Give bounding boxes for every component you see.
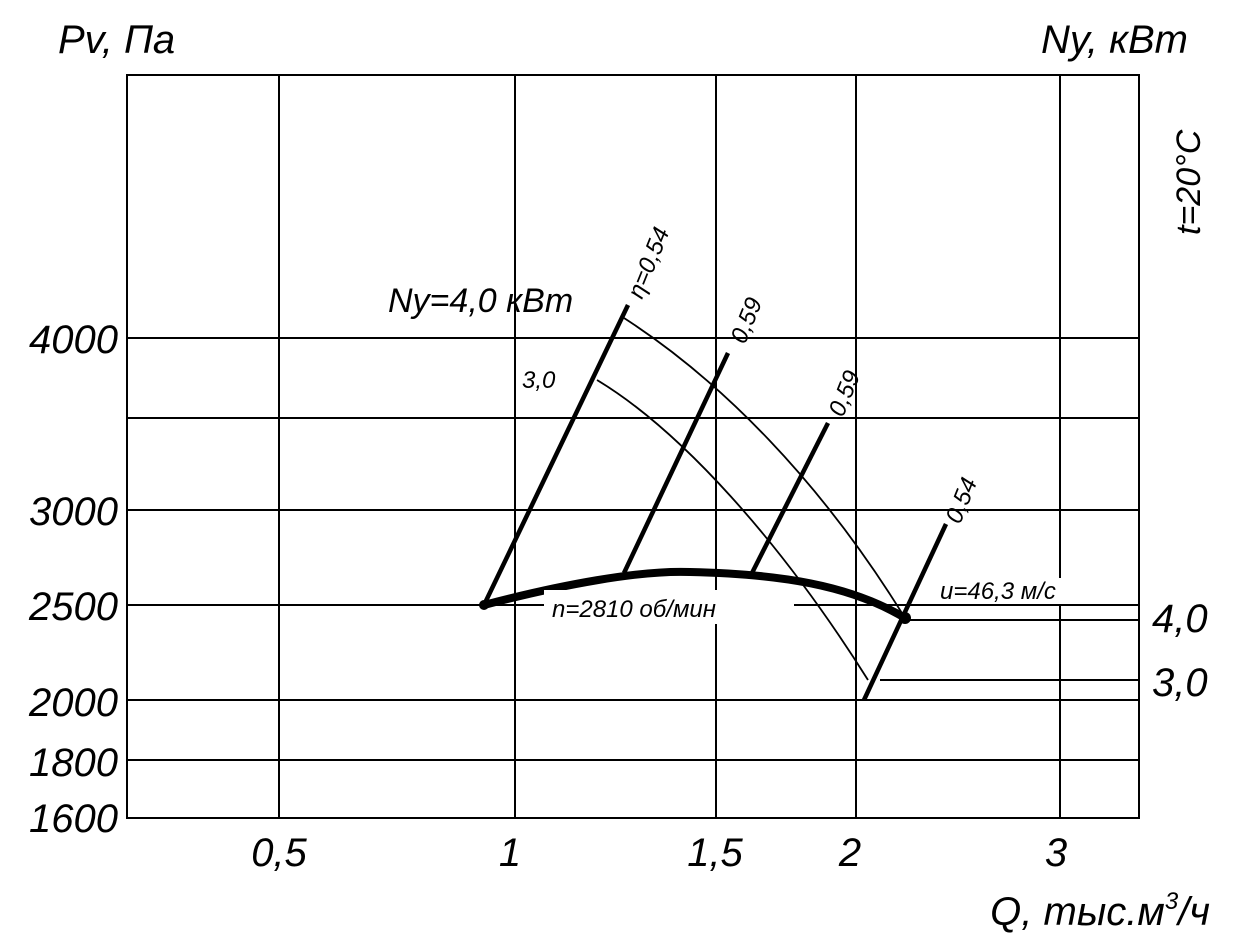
efficiency-ray-0-59-left <box>621 352 731 574</box>
pressure-curve-end-point <box>899 612 911 624</box>
y-tick-4000: 4000 <box>29 318 118 362</box>
y-tick-1800: 1800 <box>29 741 118 785</box>
x-tick-0-5: 0,5 <box>251 831 307 875</box>
x-axis-title-suffix: /ч <box>1175 890 1210 934</box>
x-tick-1-5: 1,5 <box>687 831 743 875</box>
x-tick-2: 2 <box>838 831 861 875</box>
x-tick-3: 3 <box>1045 831 1067 875</box>
power-curve-label-3-0: 3,0 <box>522 367 556 394</box>
y-tick-1600: 1600 <box>29 797 118 841</box>
power-curve-label-4-0: Ny=4,0 кВт <box>388 282 573 320</box>
plot-grid <box>126 74 1140 819</box>
y-axis-right-title: Ny, кВт <box>1041 18 1188 62</box>
x-axis-title-prefix: Q, тыс.м <box>990 890 1165 934</box>
velocity-label: u=46,3 м/с <box>940 578 1056 605</box>
y-right-tick-3-0: 3,0 <box>1152 661 1208 705</box>
x-axis-title: Q, тыс.м3/ч <box>990 888 1210 934</box>
power-curve-3-0 <box>596 379 869 681</box>
temperature-note: t=20°C <box>1170 129 1208 235</box>
velocity-label-background <box>938 578 1118 604</box>
y-tick-2000: 2000 <box>28 681 118 725</box>
pressure-curve-label: n=2810 об/мин <box>552 596 716 623</box>
y-right-tick-4-0: 4,0 <box>1152 597 1208 641</box>
y-tick-3000: 3000 <box>29 490 118 534</box>
x-tick-1: 1 <box>499 831 521 875</box>
efficiency-label-0-54-left: η=0,54 <box>623 223 676 302</box>
pressure-curve-n2810 <box>480 567 909 622</box>
pressure-curve-start-point <box>479 600 489 610</box>
efficiency-ray-0-54-left <box>481 304 631 606</box>
efficiency-label-0-59-left: 0,59 <box>726 294 769 347</box>
efficiency-label-0-54-right: 0,54 <box>941 474 984 527</box>
power-curve-4-0 <box>623 317 906 619</box>
y-tick-2500: 2500 <box>28 585 118 629</box>
efficiency-label-0-59-right: 0,59 <box>824 367 867 420</box>
y-axis-left-title: Pv, Па <box>58 18 175 62</box>
x-axis-title-sup: 3 <box>1165 888 1179 915</box>
plot-frame <box>126 74 1140 819</box>
efficiency-ray-0-59-right <box>749 421 831 575</box>
pressure-label-background <box>544 590 794 624</box>
